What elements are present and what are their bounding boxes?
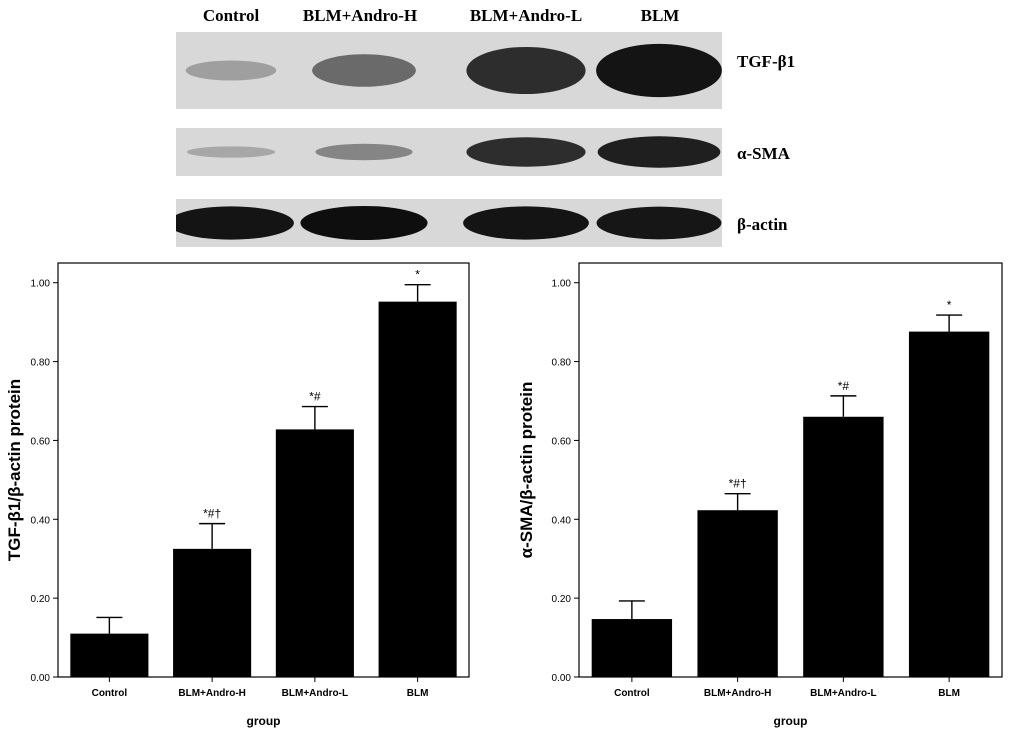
bar [70,633,149,677]
significance-label: * [947,298,952,312]
bar [697,510,778,677]
y-tick-label: 0.20 [552,594,572,605]
significance-label: *# [838,379,850,393]
y-tick-label: 0.40 [31,515,51,526]
bar [908,331,990,677]
y-tick-label: 0.00 [31,673,51,684]
blot-band [596,206,722,240]
bar [378,301,457,677]
blot-band [176,206,294,240]
x-tick-label: BLM+Andro-H [178,688,246,699]
lane-label-blm: BLM [640,6,680,25]
blot-band [300,205,428,241]
x-tick-label: BLM+Andro-H [704,688,772,699]
blot-band [315,143,413,161]
blot-band [466,137,586,167]
bar-chart-a-sma: 0.00 0.20 0.40 0.60 0.80 1.00 Control *#† BLM+An… [517,262,1003,728]
y-tick-label: 1.00 [31,279,51,290]
bar [591,619,673,677]
x-axis-title: group [247,714,281,728]
y-tick-label: 0.80 [31,358,51,369]
blot-strip-a-sma [176,128,722,176]
significance-label: *# [309,390,321,404]
plot-frame [578,262,1003,678]
blot-band [596,43,722,98]
significance-label: *#† [203,507,221,521]
bar [803,416,884,677]
y-tick-label: 0.00 [552,673,572,684]
blot-strip-tgf-b1 [176,32,722,109]
protein-label-a-sma: α-SMA [737,144,790,163]
protein-label-b-actin: β-actin [737,215,788,234]
y-tick-label: 0.40 [552,515,572,526]
x-tick-label: Control [614,688,650,699]
lane-label-control: Control [202,6,260,25]
lane-label-blm-andro-l: BLM+Andro-L [469,6,583,25]
blot-band [312,54,416,87]
lane-label-blm-andro-h: BLM+Andro-H [302,6,418,25]
blot-band [186,146,276,158]
y-axis-title: α-SMA/β-actin protein [517,382,536,559]
significance-label: *#† [729,477,747,491]
blot-strip-b-actin [176,199,722,247]
y-tick-label: 0.60 [552,436,572,447]
x-tick-label: BLM+Andro-L [282,688,348,699]
blot-band [597,136,721,168]
x-axis-title: group [774,714,808,728]
bar [275,429,354,677]
blot-band [185,60,277,81]
bar-chart-tgf-b1: 0.00 0.20 0.40 0.60 0.80 1.00 Control *#† BLM+An… [5,262,470,728]
y-tick-label: 0.20 [31,594,51,605]
significance-label: * [415,268,420,282]
x-tick-label: BLM [407,688,429,699]
protein-label-tgf-b1: TGF-β1 [737,52,796,71]
plot-frame [57,262,470,678]
y-tick-label: 0.60 [31,436,51,447]
blot-band [463,206,589,240]
y-tick-label: 0.80 [552,358,572,369]
blot-band [466,46,586,95]
x-tick-label: Control [92,688,128,699]
x-tick-label: BLM [938,688,960,699]
bar [173,548,252,677]
x-tick-label: BLM+Andro-L [810,688,876,699]
y-axis-title: TGF-β1/β-actin protein [5,379,24,561]
y-tick-label: 1.00 [552,279,572,290]
